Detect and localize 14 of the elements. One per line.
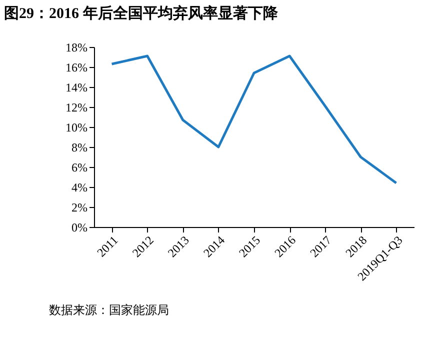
y-tick-label: 12% bbox=[66, 100, 88, 114]
y-tick-label: 16% bbox=[66, 60, 88, 74]
y-tick-label: 18% bbox=[66, 40, 88, 54]
y-tick-label: 0% bbox=[72, 220, 88, 234]
chart-title: 图29：2016 年后全国平均弃风率显著下降 bbox=[4, 4, 279, 22]
y-tick-label: 4% bbox=[72, 180, 88, 194]
y-tick-label: 6% bbox=[72, 160, 88, 174]
x-tick-label: 2011 bbox=[94, 233, 121, 260]
y-tick-label: 8% bbox=[72, 140, 88, 154]
y-tick-label: 10% bbox=[66, 120, 88, 134]
y-tick-label: 14% bbox=[66, 80, 88, 94]
y-tick-label: 2% bbox=[72, 200, 88, 214]
line-series bbox=[110, 54, 398, 184]
source-note: 数据来源：国家能源局 bbox=[49, 303, 169, 317]
